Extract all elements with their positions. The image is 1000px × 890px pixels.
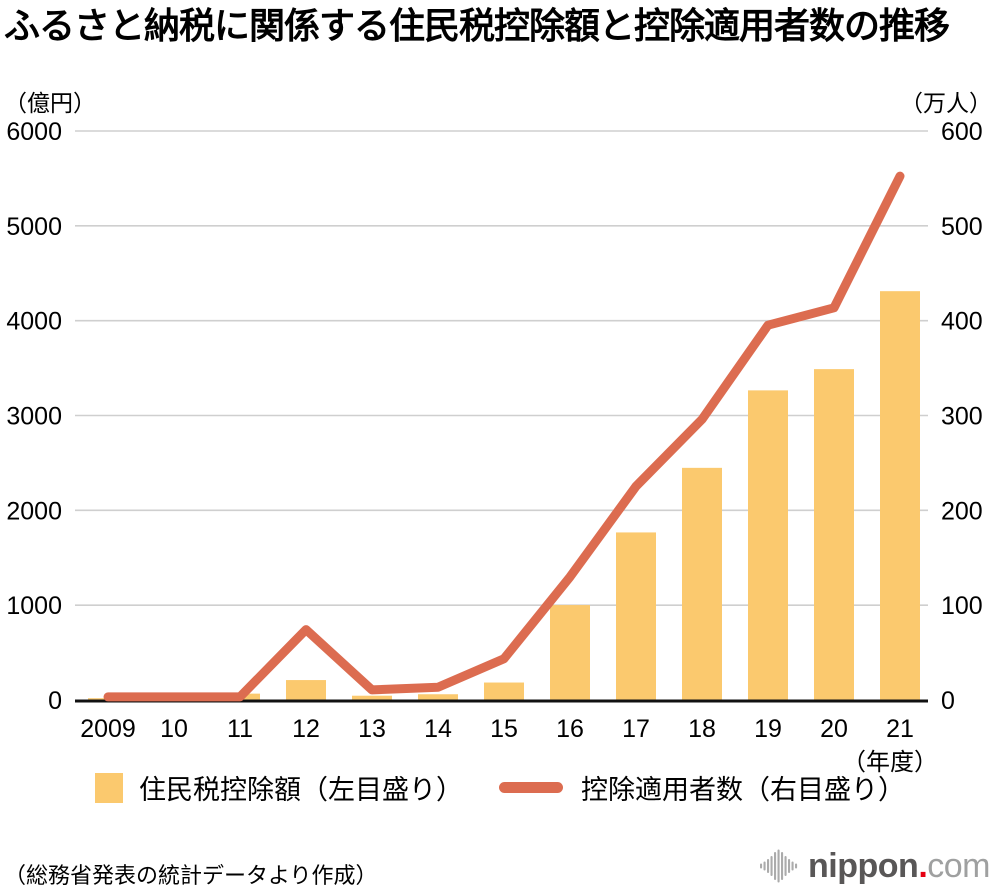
svg-text:13: 13 — [358, 715, 386, 743]
bar-series-swatch — [95, 772, 123, 803]
line-series-label: 控除適用者数（右目盛り） — [581, 775, 905, 805]
svg-text:15: 15 — [490, 715, 518, 743]
right-axis-unit-label: （万人） — [900, 90, 992, 116]
svg-text:400: 400 — [941, 308, 983, 336]
svg-text:2000: 2000 — [6, 497, 62, 525]
svg-text:18: 18 — [688, 715, 716, 743]
svg-text:100: 100 — [941, 592, 983, 620]
svg-text:6000: 6000 — [6, 118, 62, 146]
svg-text:21: 21 — [886, 715, 914, 743]
svg-text:500: 500 — [941, 213, 983, 241]
logo-brand: nippon — [808, 847, 919, 885]
svg-text:300: 300 — [941, 403, 983, 431]
source-note: （総務省発表の統計データより作成） — [4, 863, 378, 888]
chart-plot: 0 1000 2000 3000 4000 5000 6000 0 100 200 300 400 50… — [6, 118, 983, 743]
svg-text:19: 19 — [754, 715, 782, 743]
left-axis-unit-label: （億円） — [4, 90, 96, 116]
svg-text:16: 16 — [556, 715, 584, 743]
line-series-swatch — [499, 782, 563, 793]
svg-text:0: 0 — [48, 687, 62, 715]
svg-text:2009: 2009 — [80, 715, 136, 743]
waveform-icon — [760, 849, 798, 883]
svg-text:1000: 1000 — [6, 592, 62, 620]
bar-series-label: 住民税控除額（左目盛り） — [139, 775, 463, 805]
svg-text:14: 14 — [424, 715, 452, 743]
svg-text:20: 20 — [820, 715, 848, 743]
svg-text:200: 200 — [941, 497, 983, 525]
svg-text:5000: 5000 — [6, 213, 62, 241]
svg-text:600: 600 — [941, 118, 983, 146]
chart-legend: 住民税控除額（左目盛り） 控除適用者数（右目盛り） — [0, 768, 1000, 807]
nippon-com-logo: nippon.com — [759, 843, 990, 889]
svg-text:12: 12 — [292, 715, 320, 743]
x-axis-unit-label: （年度） — [842, 749, 938, 776]
svg-text:0: 0 — [941, 687, 955, 715]
svg-text:11: 11 — [227, 715, 253, 743]
logo-dot: . — [918, 847, 928, 885]
svg-text:17: 17 — [622, 715, 650, 743]
logo-tld: com — [927, 847, 990, 885]
svg-text:3000: 3000 — [6, 403, 62, 431]
svg-text:10: 10 — [160, 715, 188, 743]
logo-text: nippon.com — [808, 843, 990, 889]
chart-title: ふるさと納税に関係する住民税控除額と控除適用者数の推移 — [4, 5, 950, 46]
svg-text:4000: 4000 — [6, 308, 62, 336]
